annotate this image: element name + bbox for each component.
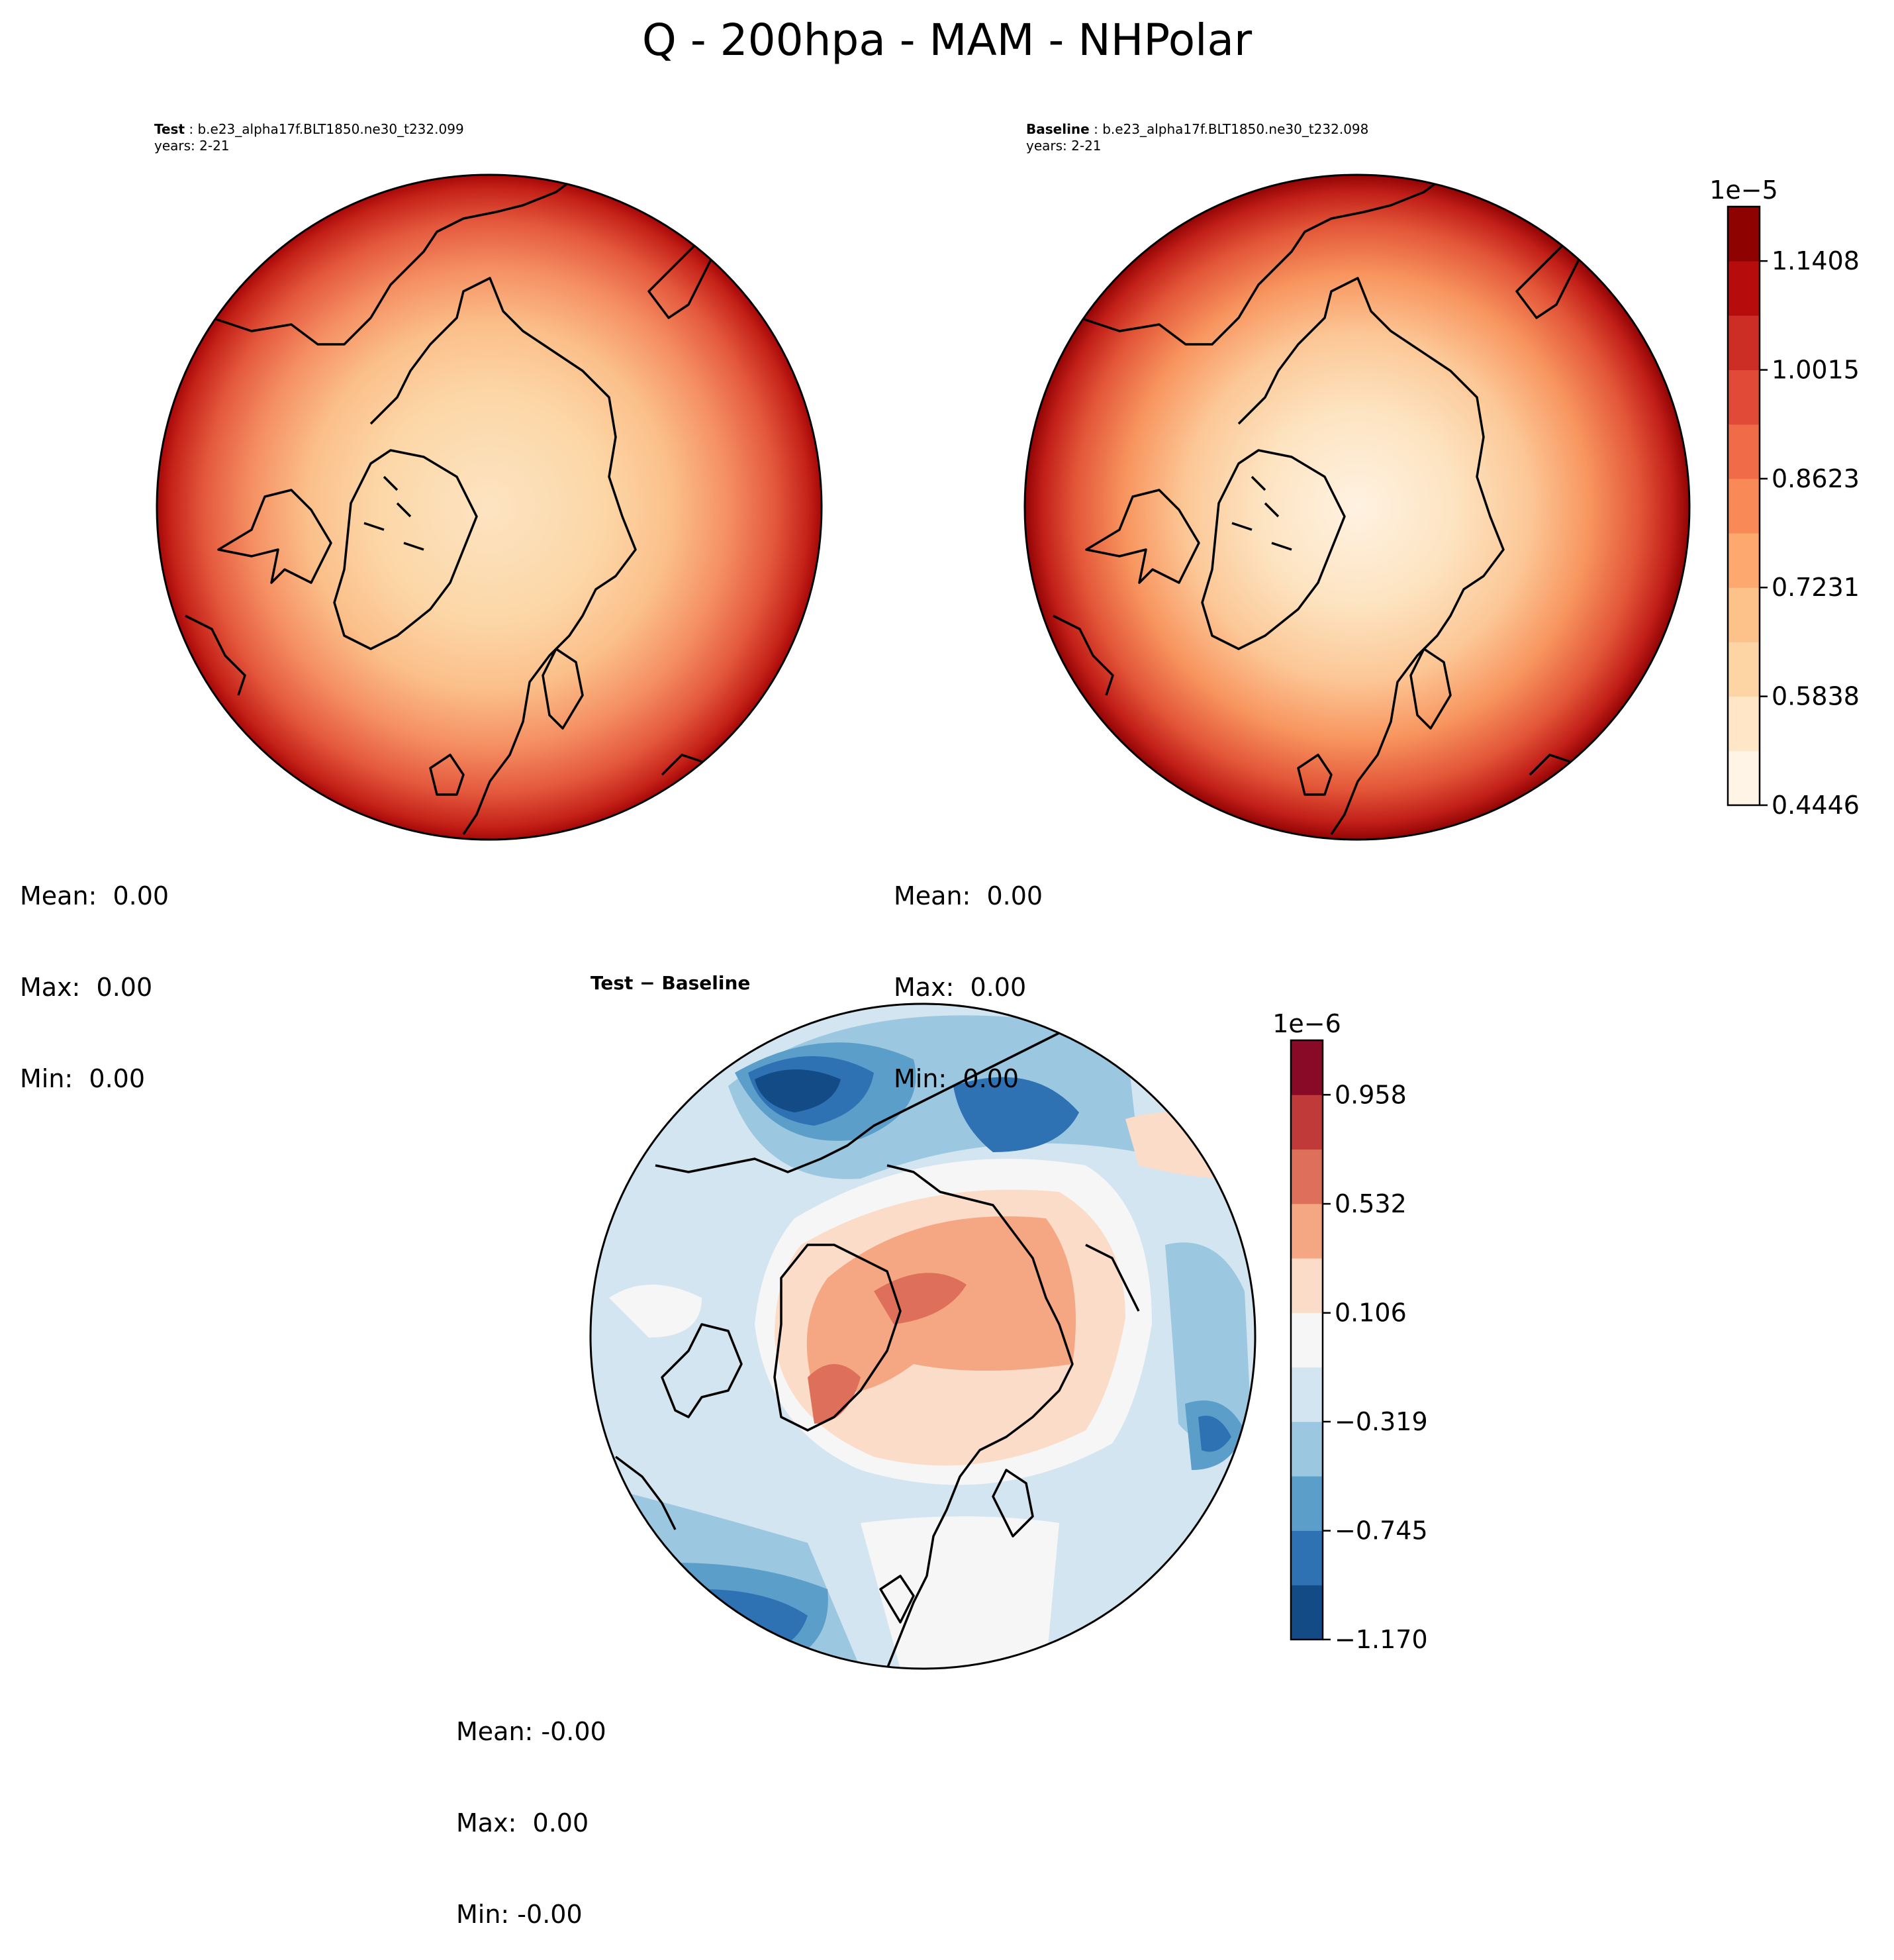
diff-colorbar-segment: [1291, 1203, 1323, 1259]
baseline-colorbar-tick-label: 0.8623: [1772, 464, 1860, 493]
baseline-colorbar: 0.4446 0.5838 0.7231 0.8623 1.0015 1.1408 1e−5: [1709, 175, 1860, 820]
figure-title: Q - 200hpa - MAM - NHPolar: [641, 15, 1253, 66]
baseline-field: [1025, 175, 1689, 840]
baseline-colorbar-tick-label: 1.0015: [1772, 356, 1860, 385]
baseline-colorbar-tick-label: 0.5838: [1772, 682, 1860, 711]
baseline-colorbar-segment: [1728, 315, 1760, 371]
diff-colorbar-tick-label: −0.319: [1335, 1407, 1428, 1436]
baseline-colorbar-multiplier: 1e−5: [1709, 175, 1778, 205]
diff-colorbar: 0.958 0.532 0.106 −0.319 −0.745 −1.170 1e−6: [1272, 1009, 1427, 1654]
diff-colorbar-segment: [1291, 1312, 1323, 1368]
diff-colorbar-segment: [1291, 1040, 1323, 1095]
baseline-colorbar-segment: [1728, 369, 1760, 425]
baseline-colorbar-frame: [1727, 205, 1761, 807]
baseline-map: [1023, 173, 1691, 841]
diff-colorbar-tick-label: 0.106: [1335, 1298, 1407, 1328]
diff-panel-title: Test − Baseline: [591, 972, 751, 994]
diff-max: Max: 0.00: [456, 1808, 589, 1838]
baseline-colorbar-segment: [1728, 207, 1760, 262]
baseline-stats: Mean: 0.00 Max: 0.00 Min: 0.00: [894, 820, 1043, 1124]
test-field: [157, 175, 822, 840]
baseline-min: Min: 0.00: [894, 1064, 1019, 1093]
diff-stats: Mean: -0.00 Max: 0.00 Min: -0.00: [456, 1655, 606, 1960]
baseline-map-border: [1023, 173, 1691, 841]
baseline-case: b.e23_alpha17f.BLT1850.ne30_t232.098: [1102, 121, 1369, 137]
test-label: Test: [154, 121, 185, 137]
diff-colorbar-tick-label: 0.532: [1335, 1189, 1407, 1218]
diff-colorbar-tick-label: −1.170: [1335, 1625, 1428, 1654]
test-years: years: 2-21: [154, 138, 230, 154]
diff-colorbar-multiplier: 1e−6: [1272, 1009, 1341, 1038]
diff-colorbar-tick-label: −0.745: [1335, 1516, 1428, 1545]
diff-colorbar-segment: [1291, 1421, 1323, 1477]
baseline-label: Baseline: [1026, 121, 1090, 137]
diff-colorbar-segment: [1291, 1367, 1323, 1422]
test-map-border: [156, 173, 823, 841]
test-mean: Mean: 0.00: [20, 881, 169, 910]
test-max: Max: 0.00: [20, 973, 153, 1002]
baseline-colorbar-segment: [1728, 696, 1760, 752]
baseline-colorbar-tick-label: 1.1408: [1772, 246, 1860, 275]
test-stats: Mean: 0.00 Max: 0.00 Min: 0.00: [20, 820, 169, 1124]
test-case: b.e23_alpha17f.BLT1850.ne30_t232.099: [197, 121, 464, 137]
diff-map: [589, 1003, 1256, 1670]
diff-map-border: [589, 1003, 1256, 1670]
baseline-colorbar-segment: [1728, 750, 1760, 806]
baseline-mean: Mean: 0.00: [894, 881, 1043, 910]
baseline-colorbar-segment: [1728, 478, 1760, 534]
diff-colorbar-segment: [1291, 1149, 1323, 1204]
diff-colorbar-segment: [1291, 1585, 1323, 1640]
baseline-colorbar-tick-label: 0.4446: [1772, 791, 1860, 820]
test-min: Min: 0.00: [20, 1064, 145, 1093]
diff-colorbar-frame: [1290, 1039, 1324, 1641]
diff-min: Min: -0.00: [456, 1900, 583, 1929]
test-separator: :: [185, 121, 198, 137]
baseline-years: years: 2-21: [1026, 138, 1102, 154]
figure-canvas: 0.4446 0.5838 0.7231 0.8623 1.0015 1.1408 1e−5…: [156, 173, 1860, 1670]
baseline-colorbar-segment: [1728, 424, 1760, 479]
diff-colorbar-segment: [1291, 1095, 1323, 1150]
baseline-coastlines: [1053, 175, 1584, 835]
baseline-colorbar-segment: [1728, 642, 1760, 697]
test-map: [156, 173, 823, 841]
diff-colorbar-tick-label: 0.958: [1335, 1080, 1407, 1109]
baseline-colorbar-segment: [1728, 533, 1760, 588]
diff-mean: Mean: -0.00: [456, 1717, 606, 1746]
baseline-colorbar-segment: [1728, 261, 1760, 316]
diff-colorbar-segment: [1291, 1530, 1323, 1586]
baseline-panel-title: Baseline : b.e23_alpha17f.BLT1850.ne30_t…: [1026, 121, 1368, 138]
test-coastlines: [185, 175, 716, 835]
baseline-colorbar-tick-label: 0.7231: [1772, 573, 1860, 602]
diff-colorbar-segment: [1291, 1258, 1323, 1313]
diff-colorbar-segment: [1291, 1476, 1323, 1531]
baseline-max: Max: 0.00: [894, 973, 1027, 1002]
test-panel-title: Test : b.e23_alpha17f.BLT1850.ne30_t232.…: [154, 121, 464, 138]
baseline-colorbar-segment: [1728, 587, 1760, 642]
baseline-separator: :: [1089, 121, 1103, 137]
